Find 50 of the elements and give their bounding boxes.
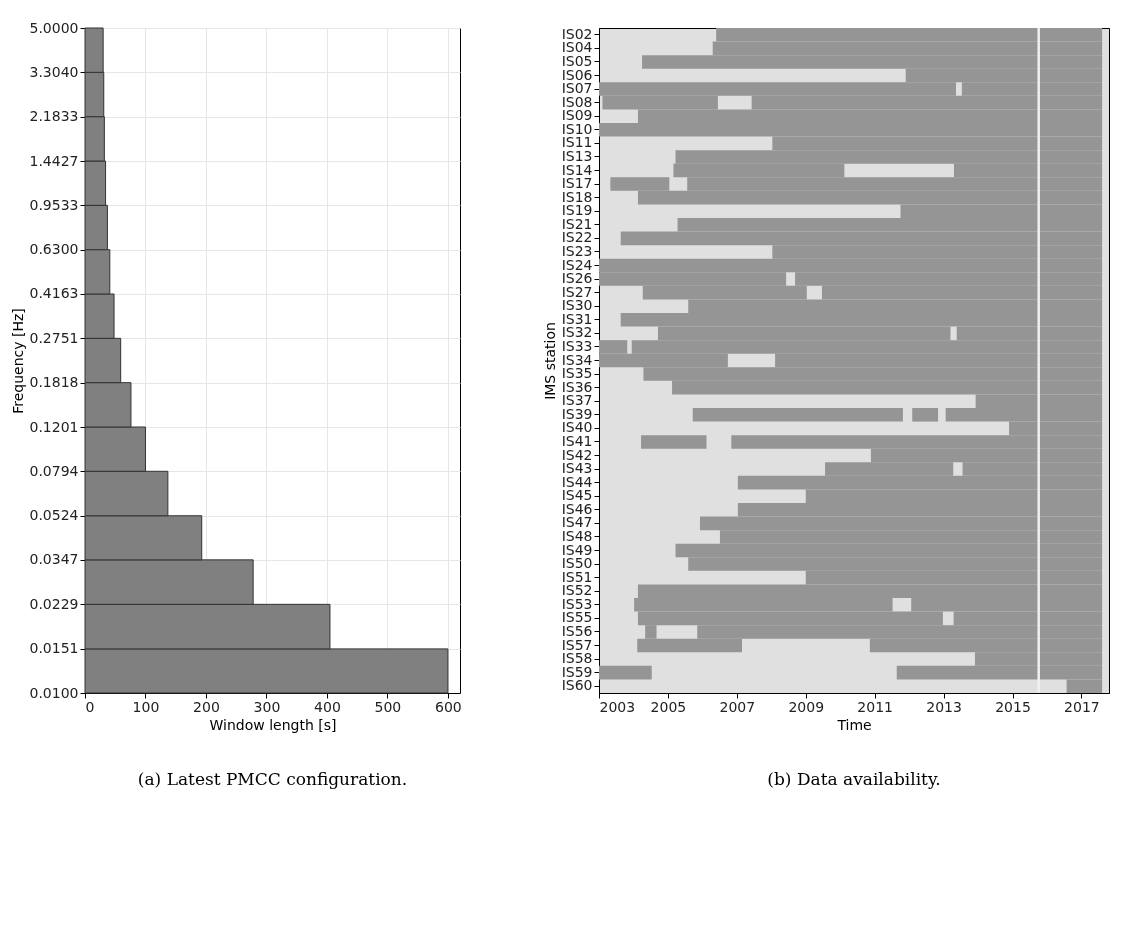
y-axis-title: Frequency [Hz] bbox=[9, 308, 26, 414]
x-tick-label: 300 bbox=[253, 698, 281, 715]
y-tick-label: 0.1201 bbox=[29, 418, 79, 435]
y-tick-label: 0.0347 bbox=[29, 551, 79, 568]
y-tick-label: 3.3040 bbox=[29, 63, 79, 80]
x-tick-label: 200 bbox=[193, 698, 220, 715]
y-tick-label: 0.2751 bbox=[29, 329, 79, 346]
x-axis-title: Time bbox=[836, 716, 872, 733]
x-tick-label: 2005 bbox=[650, 698, 687, 715]
x-tick-label: 2017 bbox=[1064, 698, 1100, 715]
y-tick-label: 0.0794 bbox=[29, 462, 79, 479]
x-tick-label: 2015 bbox=[995, 698, 1031, 715]
y-tick-label: IS06 bbox=[561, 66, 593, 83]
y-tick-label: IS24 bbox=[561, 256, 593, 273]
x-axis-title: Window length [s] bbox=[209, 716, 337, 733]
bar bbox=[692, 408, 903, 422]
y-tick-label: 0.0100 bbox=[29, 684, 79, 701]
y-tick-label: IS49 bbox=[561, 541, 593, 558]
y-tick-label: 0.4163 bbox=[29, 285, 79, 302]
x-tick-label: 2009 bbox=[788, 698, 825, 715]
y-tick-label: 5.0000 bbox=[29, 19, 79, 36]
x-tick-label: 2013 bbox=[926, 698, 962, 715]
x-tick-label: 400 bbox=[314, 698, 341, 715]
x-tick-label: 2003 bbox=[599, 698, 636, 715]
y-tick-label: 0.0151 bbox=[29, 640, 79, 657]
y-tick-label: 1.4427 bbox=[29, 152, 79, 169]
y-tick-label: 0.0524 bbox=[29, 507, 79, 524]
y-tick-label: IS57 bbox=[561, 636, 593, 653]
bar bbox=[912, 408, 939, 422]
y-axis-title: IMS station bbox=[541, 322, 558, 400]
y-tick-label: 0.9533 bbox=[29, 196, 79, 213]
y-tick-label: 0.0229 bbox=[29, 595, 79, 612]
y-tick-label: IS02 bbox=[561, 25, 593, 42]
y-tick-label: 2.1833 bbox=[29, 108, 79, 125]
x-tick-label: 0 bbox=[85, 698, 95, 715]
y-tick-label: IS14 bbox=[561, 161, 593, 178]
x-tick-label: 2011 bbox=[857, 698, 893, 715]
y-tick-label: 0.6300 bbox=[29, 241, 79, 258]
bar bbox=[641, 435, 707, 449]
x-tick-label: 2007 bbox=[719, 698, 756, 715]
x-tick-label: 500 bbox=[374, 698, 402, 715]
y-tick-label: 0.1818 bbox=[29, 374, 79, 391]
text: (b) Data availability. bbox=[767, 769, 941, 789]
text: (a) Latest PMCC configuration. bbox=[137, 769, 408, 789]
y-tick-label: IS34 bbox=[561, 351, 593, 368]
x-tick-label: 600 bbox=[435, 698, 462, 715]
y-tick-label: IS42 bbox=[561, 446, 593, 463]
x-tick-label: 100 bbox=[132, 698, 160, 715]
bar bbox=[599, 665, 652, 680]
y-tick-label: IS60 bbox=[561, 677, 593, 694]
